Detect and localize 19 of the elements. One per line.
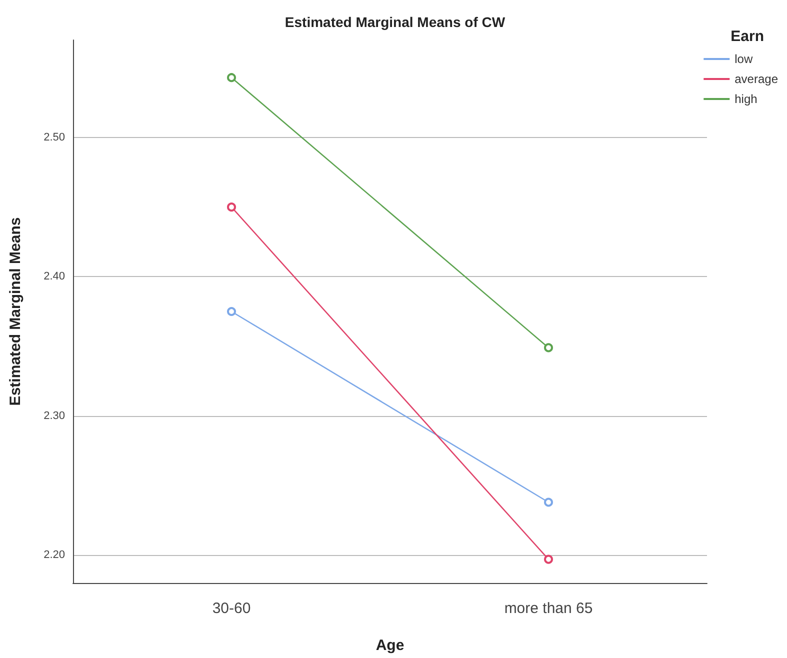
x-tick-label: more than 65 bbox=[504, 600, 593, 617]
legend-label: low bbox=[734, 52, 753, 66]
y-axis-title: Estimated Marginal Means bbox=[7, 217, 24, 406]
y-tick-label: 2.30 bbox=[44, 410, 65, 422]
point bbox=[227, 73, 236, 82]
legend-label: average bbox=[734, 72, 778, 86]
legend-label: high bbox=[734, 92, 758, 106]
x-axis-title: Age bbox=[376, 637, 404, 654]
chart-title: Estimated Marginal Means of CW bbox=[284, 14, 506, 30]
point bbox=[227, 307, 236, 316]
y-tick-label: 2.50 bbox=[44, 131, 65, 144]
x-tick-label: 30-60 bbox=[212, 600, 251, 617]
point bbox=[544, 498, 553, 507]
legend-title: Earn bbox=[730, 28, 764, 45]
point bbox=[544, 343, 553, 352]
point bbox=[227, 202, 236, 212]
point bbox=[544, 554, 553, 564]
y-tick-label: 2.20 bbox=[44, 549, 65, 562]
y-tick-label: 2.40 bbox=[44, 270, 65, 283]
